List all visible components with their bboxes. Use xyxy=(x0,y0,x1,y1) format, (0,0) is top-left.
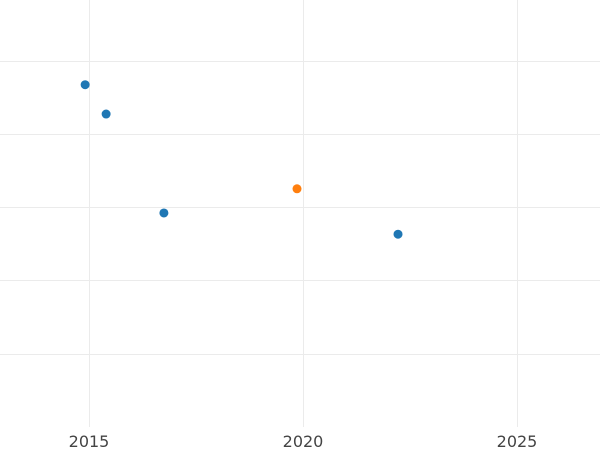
data-point xyxy=(393,229,403,239)
data-point xyxy=(80,80,90,90)
data-points xyxy=(80,80,403,239)
x-tick-label: 2020 xyxy=(283,432,324,450)
x-gridlines xyxy=(89,0,518,427)
x-tick-label: 2015 xyxy=(69,432,110,450)
x-tick-label: 2025 xyxy=(497,432,538,450)
x-tick-labels: 2015 2020 2025 xyxy=(69,432,538,450)
data-point xyxy=(159,208,169,218)
data-point xyxy=(292,184,302,194)
y-gridlines xyxy=(0,61,600,355)
data-point xyxy=(101,109,111,119)
